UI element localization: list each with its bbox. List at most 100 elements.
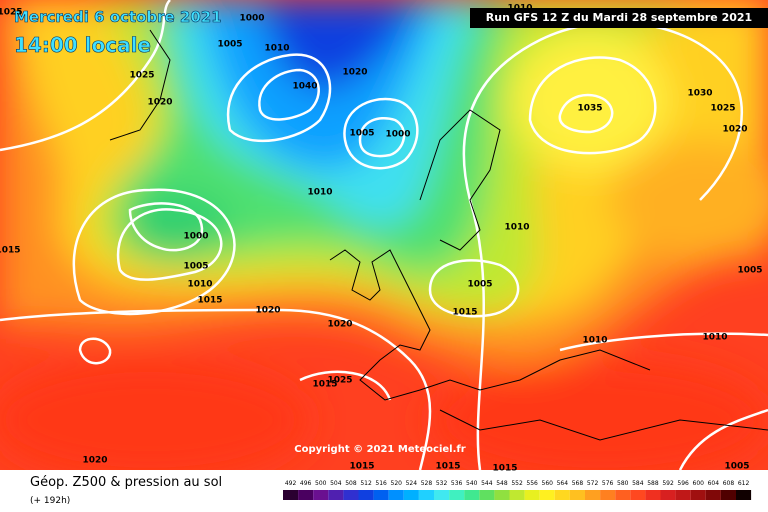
isobar-label: 1015 xyxy=(197,296,222,306)
colorbar-label: 544 xyxy=(481,480,493,487)
colorbar-label: 612 xyxy=(738,480,750,487)
isobar-label: 1020 xyxy=(327,320,352,330)
isobar-label: 1000 xyxy=(183,232,208,242)
isobar-label: 1040 xyxy=(292,82,317,92)
isobar-label: 1025 xyxy=(710,104,735,114)
field xyxy=(0,0,768,470)
colorbar-swatch xyxy=(554,490,570,500)
colorbar-swatch xyxy=(283,490,299,500)
colorbar-label: 504 xyxy=(330,480,342,487)
isobar-label: 1020 xyxy=(147,98,172,108)
isobar-label: 1015 xyxy=(312,380,337,390)
isobars xyxy=(0,0,768,470)
colorbar-label: 500 xyxy=(315,480,327,487)
colorbar-swatch xyxy=(434,490,450,500)
isobar-label: 1005 xyxy=(217,40,242,50)
colorbar-label: 580 xyxy=(617,480,629,487)
colorbar-label: 496 xyxy=(300,480,312,487)
isobar-label: 1005 xyxy=(467,280,492,290)
isobar-label: 1010 xyxy=(582,336,607,346)
colorbar-label: 560 xyxy=(542,480,554,487)
colorbar-label: 516 xyxy=(375,480,387,487)
colorbar-swatch xyxy=(358,490,374,500)
colorbar-swatch xyxy=(449,490,465,500)
colorbar-label: 508 xyxy=(345,480,357,487)
colorbar-label: 572 xyxy=(587,480,599,487)
isobar-label: 1020 xyxy=(255,306,280,316)
isobar-label: 1000 xyxy=(239,14,264,24)
isobar-label: 1010 xyxy=(702,333,727,343)
isobar-label: 1010 xyxy=(307,188,332,198)
colorbar-swatch xyxy=(705,490,721,500)
isobar-label: 1005 xyxy=(349,129,374,139)
colorbar-swatch xyxy=(630,490,646,500)
colorbar-label: 604 xyxy=(708,480,720,487)
colorbar-label: 592 xyxy=(662,480,674,487)
colorbar-label: 556 xyxy=(526,480,538,487)
colorbar-swatch xyxy=(298,490,314,500)
colorbar-label: 596 xyxy=(677,480,689,487)
colorbar: 492 496 500 504 508 512 516 520 524 528 532 536 540 5… xyxy=(283,480,752,500)
isobar-label: 1030 xyxy=(687,89,712,99)
colorbar-label: 552 xyxy=(511,480,523,487)
colorbar-swatch xyxy=(418,490,434,500)
colorbar-label: 576 xyxy=(602,480,614,487)
isobar-label: 1010 xyxy=(507,4,532,14)
colorbar-swatch xyxy=(464,490,480,500)
time-label: 14:00 locale xyxy=(14,33,151,57)
colorbar-swatch xyxy=(328,490,344,500)
colorbar-swatch xyxy=(403,490,419,500)
colorbar-swatch xyxy=(675,490,691,500)
colorbar-label: 600 xyxy=(693,480,705,487)
colorbar-label: 536 xyxy=(451,480,463,487)
colorbar-swatch xyxy=(615,490,631,500)
colorbar-swatch xyxy=(524,490,540,500)
isobar-labels: 1025 1000 1005 1010 1025 1020 1020 1040 1005 1000… xyxy=(0,4,763,474)
isobar-label: 1000 xyxy=(385,130,410,140)
isobar-label: 1020 xyxy=(82,456,107,466)
colorbar-label: 512 xyxy=(360,480,372,487)
isobar-label: 1025 xyxy=(327,376,352,386)
colorbar-swatch xyxy=(720,490,736,500)
isobar-label: 1015 xyxy=(435,462,460,472)
run-box xyxy=(470,8,768,28)
isobar-label: 1005 xyxy=(737,266,762,276)
isobar-label: 1005 xyxy=(724,462,749,472)
colorbar-label: 492 xyxy=(285,480,297,487)
isobar-label: 1035 xyxy=(577,104,602,114)
isobar-label: 1010 xyxy=(187,280,212,290)
isobar-label: 1025 xyxy=(129,71,154,81)
footer-title: Géop. Z500 & pression au sol xyxy=(30,475,222,490)
colorbar-label: 540 xyxy=(466,480,478,487)
isobar-label: 1015 xyxy=(349,462,374,472)
colorbar-swatch xyxy=(494,490,510,500)
isobar-label: 1015 xyxy=(492,464,517,474)
colorbar-label: 548 xyxy=(496,480,508,487)
colorbar-swatch xyxy=(479,490,495,500)
colorbar-label: 568 xyxy=(572,480,584,487)
colorbar-swatch xyxy=(690,490,706,500)
colorbar-label: 520 xyxy=(391,480,403,487)
isobar-label: 1010 xyxy=(264,44,289,54)
colorbar-label: 524 xyxy=(406,480,418,487)
colorbar-swatch xyxy=(539,490,555,500)
colorbar-swatch xyxy=(600,490,616,500)
date-label: Mercredi 6 octobre 2021 xyxy=(14,8,222,26)
colorbar-swatch xyxy=(585,490,601,500)
coastlines xyxy=(109,29,768,441)
colorbar-label: 588 xyxy=(647,480,659,487)
isobar-label: 1020 xyxy=(722,125,747,135)
isobar-label: 1015 xyxy=(0,246,21,256)
colorbar-label: 608 xyxy=(723,480,735,487)
isobar-label: 1010 xyxy=(504,223,529,233)
isobar-label: 1005 xyxy=(183,262,208,272)
colorbar-label: 532 xyxy=(436,480,448,487)
colorbar-label: 584 xyxy=(632,480,644,487)
colorbar-swatch xyxy=(373,490,389,500)
isobar-label: 1015 xyxy=(452,308,477,318)
run-label: Run GFS 12 Z du Mardi 28 septembre 2021 xyxy=(486,11,752,24)
colorbar-label: 528 xyxy=(421,480,433,487)
colorbar-swatch xyxy=(313,490,329,500)
isobar-label: 1020 xyxy=(342,68,367,78)
colorbar-swatch xyxy=(343,490,359,500)
